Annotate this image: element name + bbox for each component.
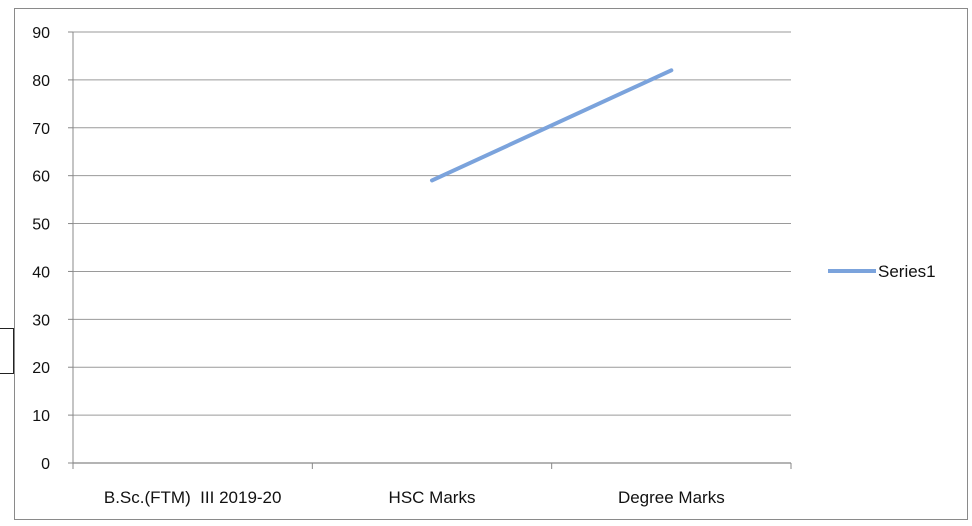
y-tick-label: 60 bbox=[32, 169, 50, 186]
series-line bbox=[430, 68, 674, 183]
y-tick-label: 80 bbox=[32, 73, 50, 90]
gridlines bbox=[68, 31, 791, 464]
y-tick-label: 20 bbox=[32, 360, 50, 377]
y-tick-label: 50 bbox=[32, 217, 50, 234]
y-tick-label: 10 bbox=[32, 408, 50, 425]
x-tick-labels: B.Sc.(FTM) III 2019-20 HSC Marks Degree Ma… bbox=[104, 488, 725, 507]
y-tick-label: 40 bbox=[32, 264, 50, 281]
y-tick-label: 90 bbox=[32, 25, 50, 42]
x-tick-label: Degree Marks bbox=[618, 488, 725, 507]
y-tick-label: 0 bbox=[41, 456, 50, 473]
x-tick-label: B.Sc.(FTM) III 2019-20 bbox=[104, 488, 282, 507]
x-tick-label: HSC Marks bbox=[389, 488, 476, 507]
series-lines bbox=[430, 68, 674, 183]
chart-frame bbox=[14, 8, 968, 520]
axes bbox=[72, 32, 792, 469]
y-tick-labels: 0 10 20 30 40 50 60 70 80 90 bbox=[32, 25, 50, 473]
y-tick-label: 30 bbox=[32, 312, 50, 329]
y-tick-label: 70 bbox=[32, 121, 50, 138]
side-bracket-mark bbox=[0, 328, 14, 374]
legend: Series1 bbox=[828, 262, 936, 281]
legend-label: Series1 bbox=[878, 262, 936, 281]
